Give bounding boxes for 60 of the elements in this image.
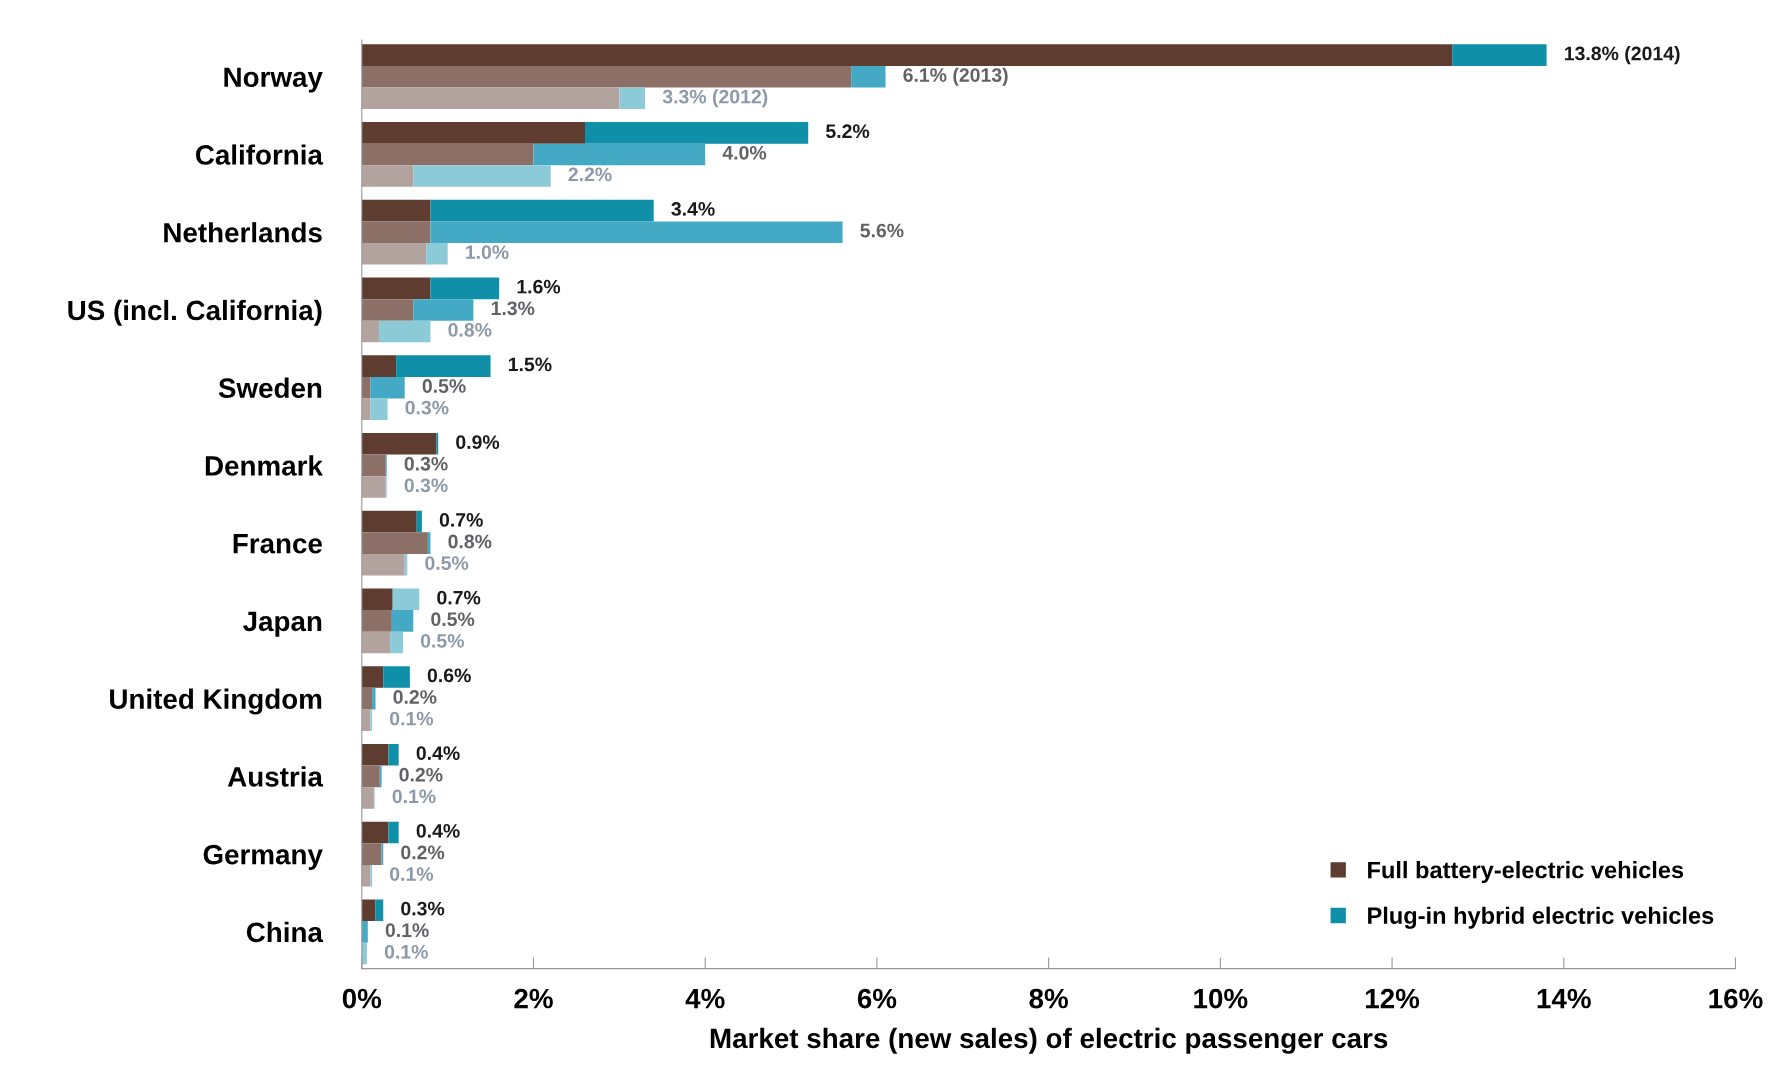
total-label: 3.3% (2012) bbox=[662, 89, 768, 108]
total-label: 0.3% bbox=[404, 456, 448, 471]
total-label: 0.2% bbox=[399, 767, 443, 782]
y-tick-label: Austria bbox=[227, 766, 324, 787]
total-label: 0.8% bbox=[448, 534, 492, 549]
total-label: 0.1% bbox=[392, 789, 436, 804]
x-tick-label: 0% bbox=[342, 988, 382, 1009]
total-label: 0.3% bbox=[405, 400, 449, 415]
y-tick-label: Netherlands bbox=[164, 222, 322, 243]
y-tick-label: France bbox=[233, 534, 322, 554]
x-tick-label: 4% bbox=[685, 988, 725, 1009]
total-label: 1.5% bbox=[508, 357, 552, 372]
total-label: 5.2% bbox=[826, 124, 870, 139]
total-label: 0.8% bbox=[448, 322, 492, 337]
total-label: 0.3% bbox=[401, 901, 445, 916]
total-label: 5.6% bbox=[860, 223, 904, 238]
x-tick-label: 14% bbox=[1537, 988, 1591, 1009]
total-label: 1.0% bbox=[466, 245, 509, 260]
total-label: 0.2% bbox=[401, 845, 445, 860]
total-label: 0.5% bbox=[425, 556, 469, 570]
total-label: 1.3% bbox=[491, 301, 535, 316]
total-label: 0.5% bbox=[431, 612, 475, 627]
x-tick-label: 16% bbox=[1709, 988, 1763, 1009]
total-label: 0.6% bbox=[427, 668, 471, 683]
total-label: 0.2% bbox=[393, 690, 437, 704]
y-tick-label: Norway bbox=[224, 67, 323, 93]
legend-label: Plug-in hybrid electric vehicles bbox=[1368, 906, 1714, 929]
y-tick-label: US (incl. California) bbox=[68, 299, 322, 326]
x-tick-label: 6% bbox=[857, 988, 897, 1009]
total-label: 0.5% bbox=[420, 633, 464, 648]
total-label: 0.9% bbox=[456, 435, 500, 450]
total-label: 0.7% bbox=[437, 590, 481, 605]
x-axis-title: Market share (new sales) of electric passenger cars bbox=[710, 1027, 1388, 1054]
total-label: 0.1% bbox=[390, 867, 434, 881]
total-label: 13.8% (2014) bbox=[1564, 46, 1680, 65]
x-tick-label: 12% bbox=[1366, 988, 1420, 1009]
x-tick-label: 8% bbox=[1029, 988, 1068, 1009]
total-label: 0.1% bbox=[384, 944, 428, 959]
total-label: 0.4% bbox=[416, 823, 460, 838]
y-tick-label: Germany bbox=[203, 844, 323, 870]
total-label: 0.5% bbox=[422, 379, 466, 393]
total-label: 0.7% bbox=[439, 513, 483, 527]
total-label: 4.0% bbox=[722, 145, 767, 160]
legend-label: Full battery-electric vehicles bbox=[1368, 861, 1684, 884]
total-label: 3.4% bbox=[671, 202, 715, 216]
total-label: 0.3% bbox=[404, 478, 448, 493]
y-tick-label: Japan bbox=[243, 611, 322, 637]
total-label: 0.1% bbox=[390, 711, 434, 726]
x-tick-label: 10% bbox=[1194, 988, 1248, 1009]
y-tick-label: Denmark bbox=[205, 455, 323, 476]
total-label: 6.1% (2013) bbox=[903, 67, 1008, 86]
total-label: 2.2% bbox=[568, 167, 612, 182]
total-label: 0.1% bbox=[385, 923, 429, 938]
x-tick-label: 2% bbox=[514, 988, 553, 1009]
y-tick-label: California bbox=[195, 144, 324, 165]
y-tick-label: United Kingdom bbox=[110, 688, 322, 715]
y-tick-label: Sweden bbox=[218, 377, 322, 399]
total-label: 0.4% bbox=[416, 746, 460, 761]
total-label: 1.6% bbox=[517, 279, 561, 294]
y-tick-label: China bbox=[246, 921, 324, 943]
